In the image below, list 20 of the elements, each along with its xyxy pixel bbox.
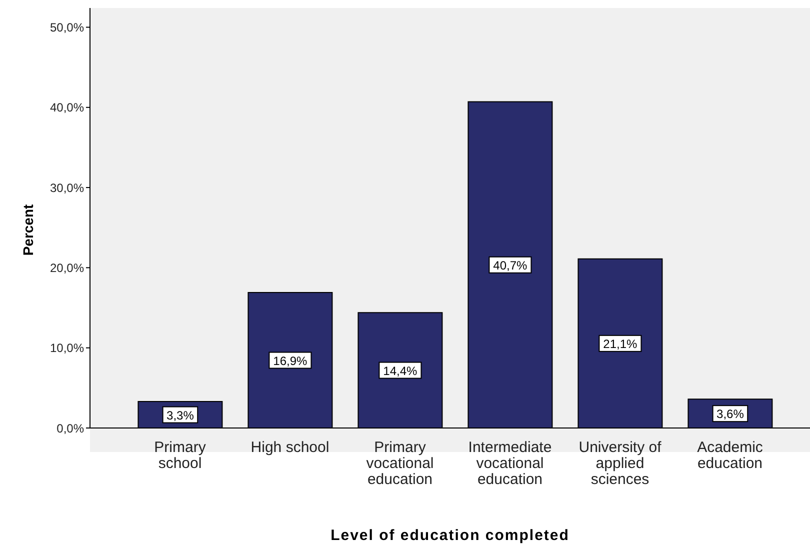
x-tick-label: University of applied sciences: [578, 439, 662, 488]
data-label: 3,3%: [166, 408, 194, 422]
y-tick-label: 50,0%: [50, 20, 84, 34]
data-label: 40,7%: [493, 258, 528, 272]
y-axis-title: Percent: [20, 204, 36, 256]
y-tick-label: 0,0%: [56, 421, 84, 436]
data-label: 16,9%: [273, 354, 308, 368]
x-axis-title: Level of education completed: [330, 527, 570, 544]
y-tick-label: 20,0%: [50, 260, 84, 275]
y-tick-label: 40,0%: [50, 100, 84, 115]
y-tick-label: 10,0%: [50, 341, 84, 356]
x-tick-label: High school: [250, 439, 330, 456]
data-label: 14,4%: [383, 364, 418, 378]
data-label: 3,6%: [716, 407, 744, 422]
y-tick-label: 30,0%: [50, 180, 84, 195]
x-tick-label: Primary vocational education: [366, 439, 434, 488]
x-tick-label: Academic education: [697, 439, 764, 472]
x-tick-label: Intermediate vocational education: [468, 439, 552, 488]
x-tick-label: Primary school: [154, 439, 206, 472]
data-label: 21,1%: [603, 336, 638, 351]
